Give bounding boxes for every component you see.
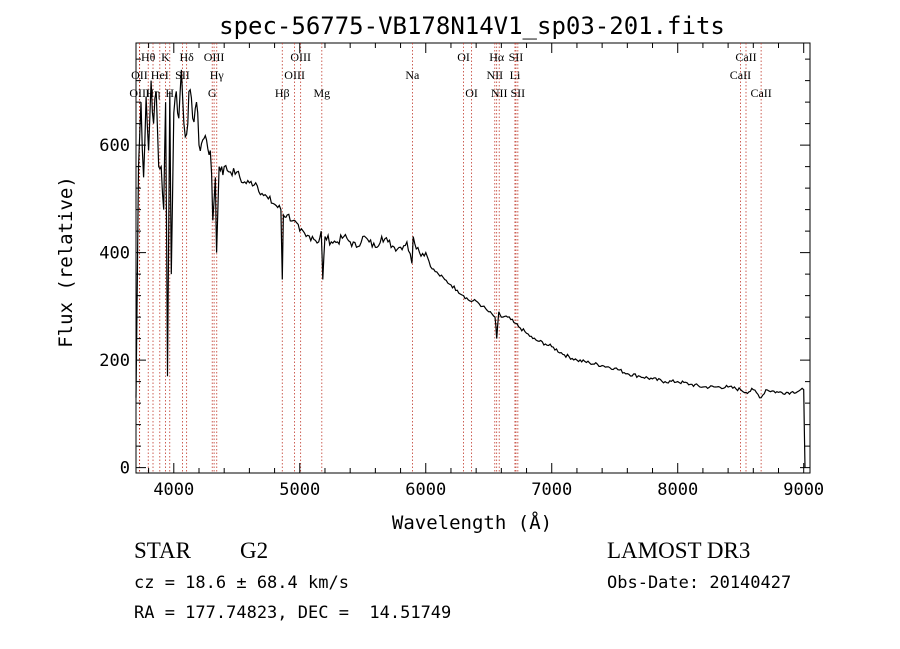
x-axis-label: Wavelength (Å) bbox=[392, 511, 552, 534]
y-tick-label: 0 bbox=[120, 459, 130, 479]
emission-line-label: Hγ bbox=[210, 68, 225, 82]
y-axis-label: Flux (relative) bbox=[55, 176, 77, 348]
object-subclass: G2 bbox=[240, 538, 269, 563]
emission-line-label: K bbox=[161, 50, 170, 64]
emission-line-label: OIII bbox=[290, 50, 311, 64]
emission-line-label: OIII bbox=[129, 86, 150, 100]
emission-line-label: SII bbox=[175, 68, 190, 82]
x-tick-label: 9000 bbox=[783, 480, 824, 500]
emission-line-label: OI bbox=[457, 50, 470, 64]
emission-line-label: G bbox=[208, 86, 217, 100]
emission-line-label: OII bbox=[131, 68, 148, 82]
y-tick-label: 600 bbox=[99, 136, 130, 156]
emission-line-label: Hθ bbox=[141, 50, 156, 64]
plot-frame bbox=[135, 42, 811, 474]
emission-line-label: CaII bbox=[735, 50, 756, 64]
coordinates: RA = 177.74823, DEC = 14.51749 bbox=[134, 603, 452, 623]
y-axis-ticks: 0 200 400 600 bbox=[99, 58, 810, 479]
observation-date: Obs-Date: 20140427 bbox=[607, 573, 792, 593]
emission-line-label: Hα bbox=[489, 50, 505, 64]
survey-name: LAMOST DR3 bbox=[607, 538, 751, 563]
emission-line-label: SII bbox=[511, 86, 526, 100]
x-tick-label: 5000 bbox=[279, 480, 320, 500]
emission-line-label: SII bbox=[509, 50, 524, 64]
redshift-velocity: cz = 18.6 ± 68.4 km/s bbox=[134, 573, 349, 593]
emission-line-label: NII bbox=[486, 68, 503, 82]
spectrum-line bbox=[135, 69, 806, 468]
emission-line-label: Mg bbox=[313, 86, 330, 100]
x-tick-label: 4000 bbox=[153, 480, 194, 500]
emission-line-label: HeI bbox=[151, 68, 169, 82]
emission-line-label: OI bbox=[465, 86, 478, 100]
x-tick-label: 8000 bbox=[657, 480, 698, 500]
x-tick-label: 7000 bbox=[531, 480, 572, 500]
chart-title: spec-56775-VB178N14V1_sp03-201.fits bbox=[219, 12, 725, 40]
emission-lines bbox=[139, 43, 762, 473]
emission-line-label: Na bbox=[405, 68, 420, 82]
y-tick-label: 400 bbox=[99, 244, 130, 264]
emission-line-label: CaII bbox=[730, 68, 751, 82]
emission-line-label: NII bbox=[491, 86, 508, 100]
y-tick-label: 200 bbox=[99, 351, 130, 371]
emission-line-label: Hβ bbox=[275, 86, 290, 100]
x-axis-ticks: 4000 5000 6000 7000 8000 9000 bbox=[148, 43, 824, 500]
object-class: STAR bbox=[134, 538, 191, 563]
x-tick-label: 6000 bbox=[405, 480, 446, 500]
emission-line-label: CaII bbox=[750, 86, 771, 100]
emission-line-label: OIII bbox=[284, 68, 305, 82]
emission-line-label: Hη bbox=[146, 86, 161, 100]
emission-line-label: Hδ bbox=[179, 50, 194, 64]
emission-line-label: Li bbox=[510, 68, 521, 82]
emission-line-label: OIII bbox=[204, 50, 225, 64]
